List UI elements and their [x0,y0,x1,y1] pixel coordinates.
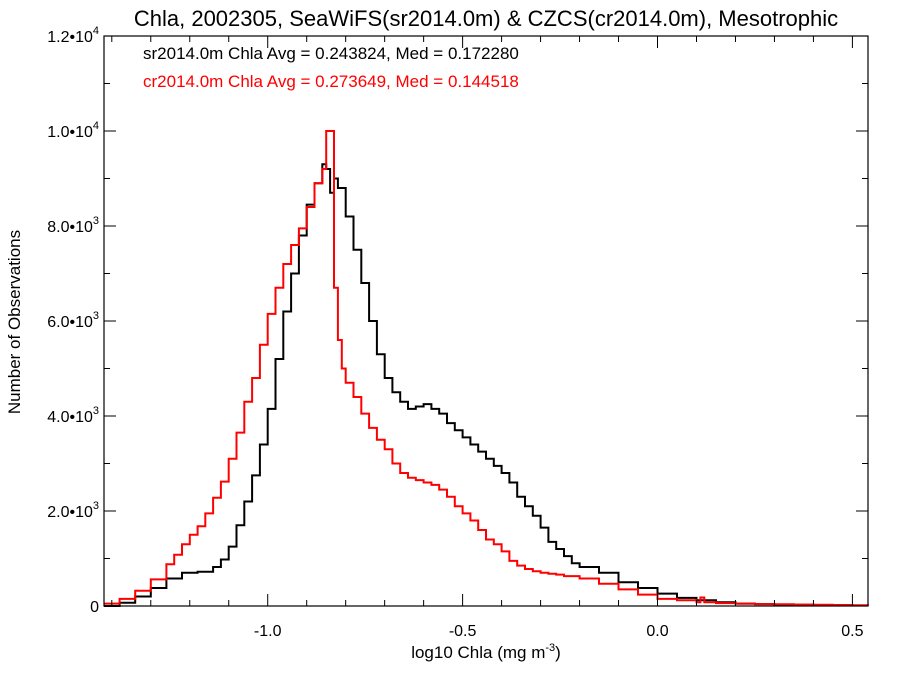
series-layer [104,130,869,607]
y-axis-label-group: Number of Observations [5,230,24,414]
chart-title: Chla, 2002305, SeaWiFS(sr2014.0m) & CZCS… [134,6,838,31]
x-axis-label-superscript: -3 [545,642,555,654]
x-tick-label: 0.0 [646,623,668,640]
y-tick-label: 1.2•104 [47,25,99,46]
x-tick-label: -1.0 [254,623,282,640]
y-tick-label: 0 [90,599,99,616]
y-tick-label: 1.0•104 [47,120,99,141]
series-line-2 [104,130,869,607]
y-tick-label: 8.0•103 [47,215,99,236]
series-line-1 [104,163,868,607]
axes-layer: -1.0 -0.5 0.0 0.5 0 2.0•103 4.0•103 6.0•103 8.0•… [47,25,869,640]
x-tick-label: 0.5 [841,623,863,640]
stats-annotations: sr2014.0m Chla Avg = 0.243824, Med = 0.1… [143,44,519,91]
y-tick-label: 6.0•103 [47,310,99,331]
plot-frame [103,35,869,607]
stats-annotation: sr2014.0m Chla Avg = 0.243824, Med = 0.1… [143,44,519,63]
stats-annotation: cr2014.0m Chla Avg = 0.273649, Med = 0.1… [143,72,519,91]
y-tick-label: 2.0•103 [47,500,99,521]
y-tick-label: 4.0•103 [47,405,99,426]
x-axis-label-close: ) [555,643,561,662]
x-axis-label: log10 Chla (mg m-3) [411,642,561,662]
x-tick-label: -0.5 [449,623,477,640]
x-axis-label-main: log10 Chla (mg m [411,643,545,662]
y-axis-label: Number of Observations [5,230,24,414]
